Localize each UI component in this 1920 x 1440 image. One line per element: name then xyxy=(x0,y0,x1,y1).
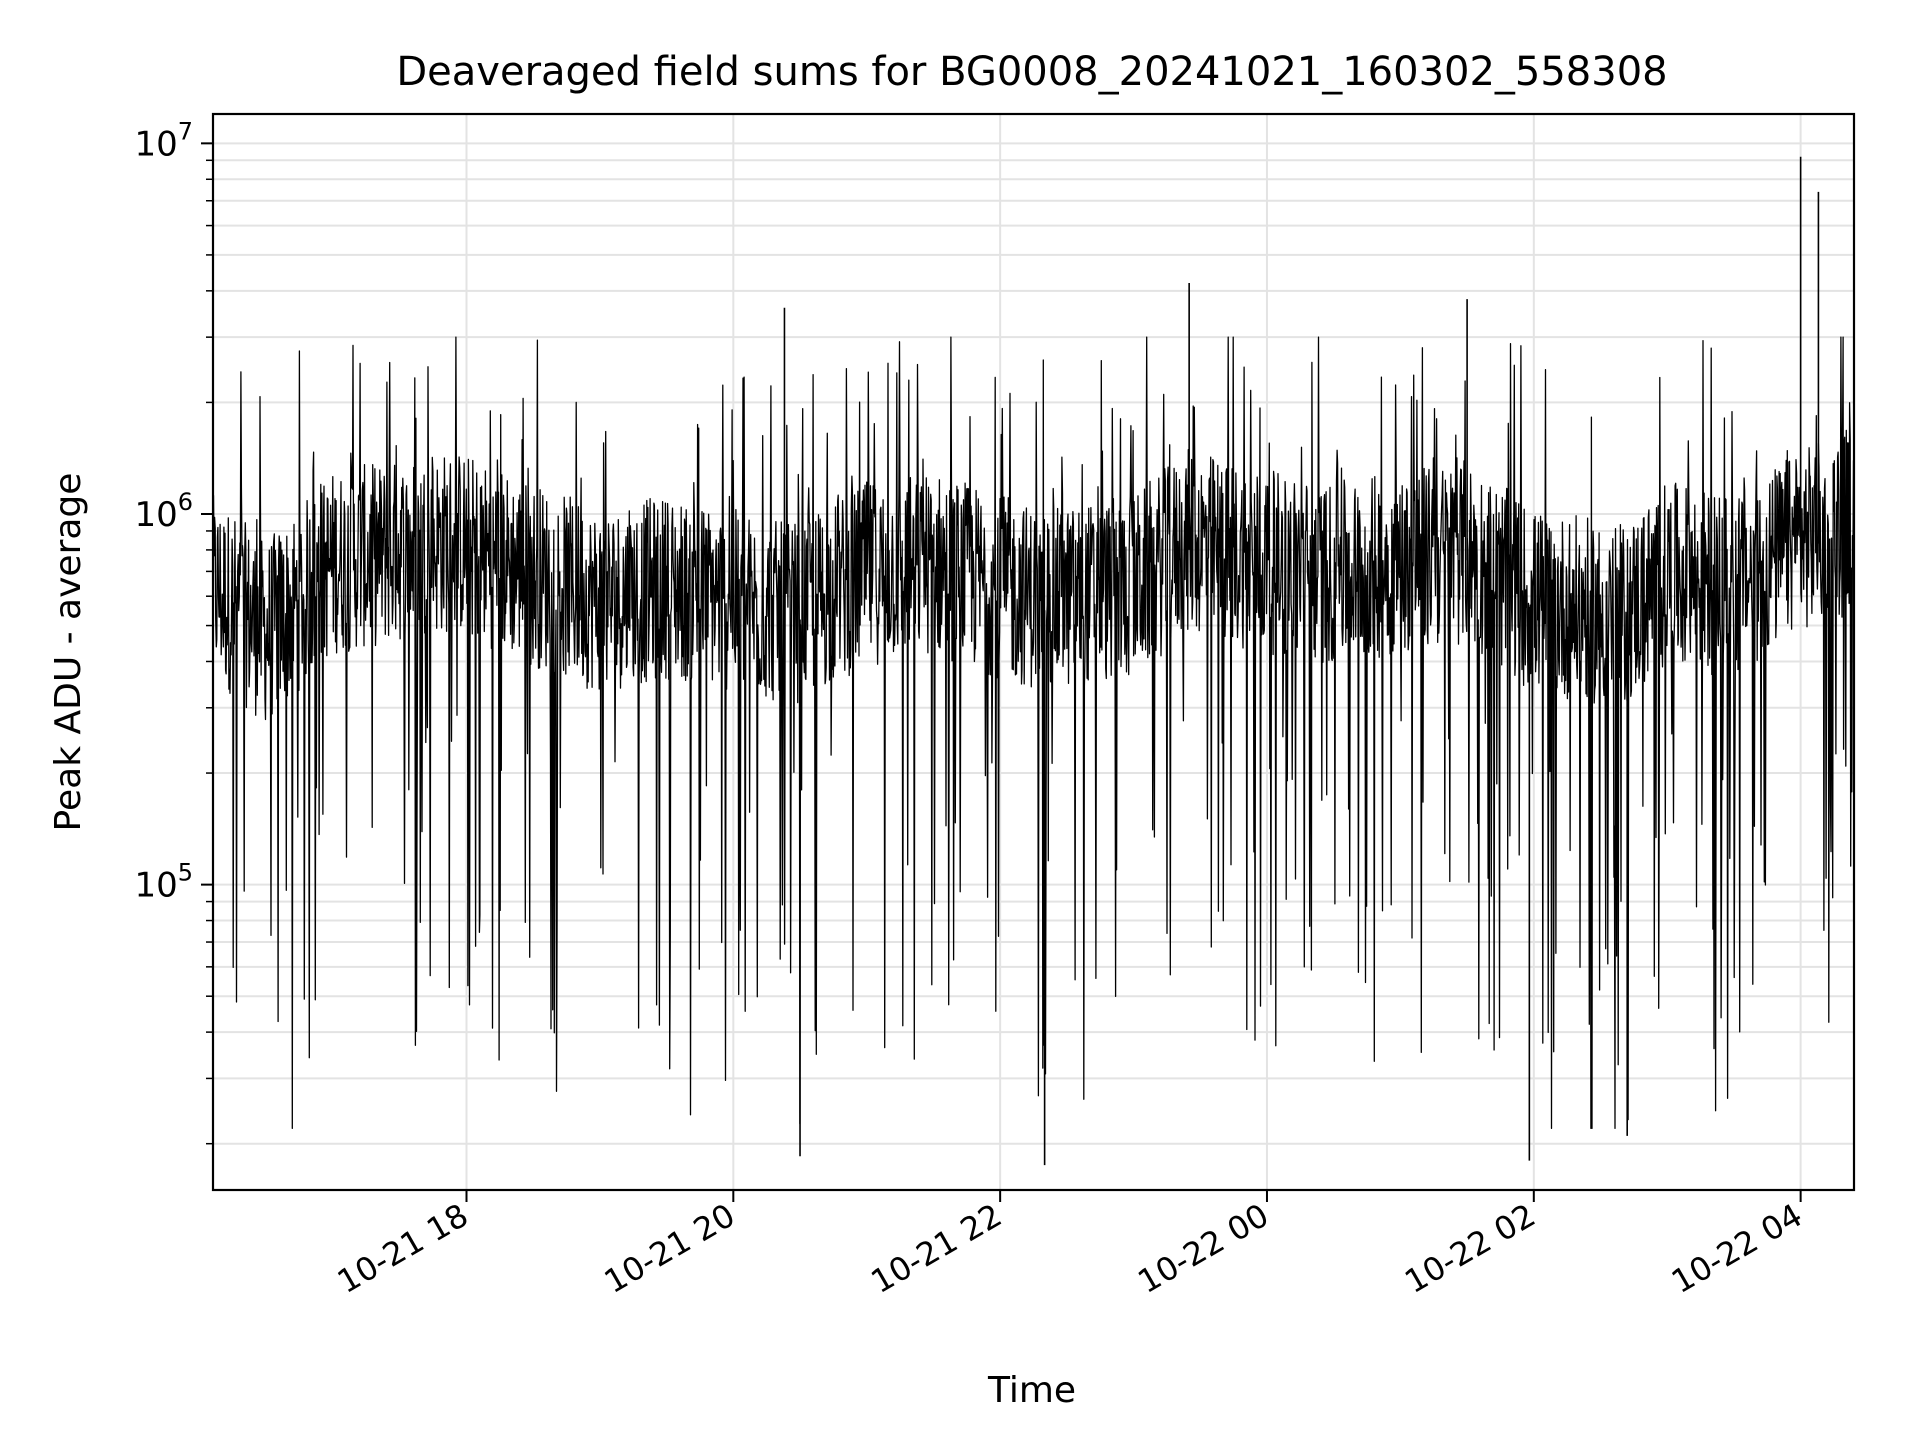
chart-title: Deaveraged field sums for BG0008_2024102… xyxy=(396,49,1667,95)
y-axis-label: Peak ADU - average xyxy=(48,473,89,832)
x-tick-label: 10-22 02 xyxy=(1398,1196,1542,1301)
x-tick-label: 10-21 22 xyxy=(865,1196,1009,1301)
x-tick-label: 10-21 18 xyxy=(331,1196,475,1301)
series-line xyxy=(212,156,1855,1166)
x-axis-label: Time xyxy=(987,1370,1076,1411)
y-axis: 105 106 107 xyxy=(134,117,213,1145)
x-tick-label: 10-22 00 xyxy=(1131,1196,1275,1301)
y-tick-label: 107 xyxy=(134,117,193,164)
y-tick-label: 105 xyxy=(134,859,193,906)
x-tick-label: 10-21 20 xyxy=(598,1196,742,1301)
y-tick-label: 106 xyxy=(134,488,193,535)
series-path xyxy=(212,336,1855,1130)
x-axis: 10-21 18 10-21 20 10-21 22 10-22 00 10-22 02… xyxy=(331,1190,1809,1301)
x-tick-label: 10-22 04 xyxy=(1665,1196,1809,1301)
plot-frame xyxy=(211,112,1856,1192)
